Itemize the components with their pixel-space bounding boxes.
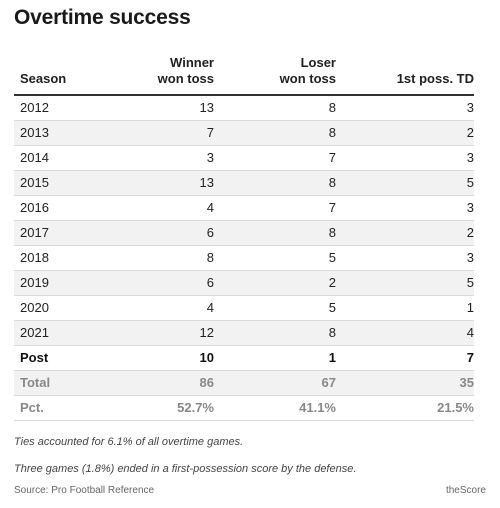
overtime-table: Season Winner won toss Loser won toss 1s… bbox=[14, 54, 474, 421]
table-row: 2013 7 8 2 bbox=[14, 120, 474, 146]
winner-won-toss-cell: 52.7% bbox=[114, 395, 214, 421]
season-cell: 2013 bbox=[14, 120, 114, 146]
winner-won-toss-cell: 13 bbox=[114, 170, 214, 196]
header-loser-line-2: won toss bbox=[279, 71, 336, 86]
season-cell: 2015 bbox=[14, 170, 114, 196]
season-cell: 2021 bbox=[14, 320, 114, 346]
table-row: 2015 13 8 5 bbox=[14, 170, 474, 196]
winner-won-toss-cell: 3 bbox=[114, 145, 214, 171]
loser-won-toss-cell: 5 bbox=[214, 245, 336, 271]
first-poss-td-cell: 21.5% bbox=[336, 395, 474, 421]
season-cell: Total bbox=[14, 370, 114, 396]
first-poss-td-cell: 5 bbox=[336, 170, 474, 196]
header-winner-won-toss: Winner won toss bbox=[114, 54, 214, 96]
winner-won-toss-cell: 4 bbox=[114, 295, 214, 321]
loser-won-toss-cell: 7 bbox=[214, 195, 336, 221]
chart-title: Overtime success bbox=[14, 6, 191, 29]
source-credit: Source: Pro Football Reference bbox=[14, 485, 155, 496]
first-poss-td-cell: 3 bbox=[336, 195, 474, 221]
header-winner-line-1: Winner bbox=[170, 55, 214, 70]
table-row: 2014 3 7 3 bbox=[14, 145, 474, 171]
footnote-ties: Ties accounted for 6.1% of all overtime … bbox=[14, 436, 244, 448]
first-poss-td-cell: 2 bbox=[336, 120, 474, 146]
season-cell: 2019 bbox=[14, 270, 114, 296]
table-row: Total 86 67 35 bbox=[14, 370, 474, 396]
header-season: Season bbox=[14, 54, 114, 96]
winner-won-toss-cell: 6 bbox=[114, 270, 214, 296]
table-row: Pct. 52.7% 41.1% 21.5% bbox=[14, 395, 474, 421]
winner-won-toss-cell: 8 bbox=[114, 245, 214, 271]
table-body: 2012 13 8 3 2013 7 8 2 2014 3 7 3 2015 13 8 5 2016 4 7 3 201… bbox=[14, 95, 474, 421]
loser-won-toss-cell: 1 bbox=[214, 345, 336, 371]
first-poss-td-cell: 1 bbox=[336, 295, 474, 321]
winner-won-toss-cell: 12 bbox=[114, 320, 214, 346]
first-poss-td-cell: 3 bbox=[336, 95, 474, 121]
header-row: Season Winner won toss Loser won toss 1s… bbox=[14, 54, 474, 96]
loser-won-toss-cell: 8 bbox=[214, 95, 336, 121]
first-poss-td-cell: 5 bbox=[336, 270, 474, 296]
season-cell: 2018 bbox=[14, 245, 114, 271]
header-first-possession-td: 1st poss. TD bbox=[336, 54, 474, 96]
winner-won-toss-cell: 86 bbox=[114, 370, 214, 396]
table-row: 2018 8 5 3 bbox=[14, 245, 474, 271]
table-row: 2019 6 2 5 bbox=[14, 270, 474, 296]
header-first-poss-line: 1st poss. TD bbox=[396, 71, 474, 86]
loser-won-toss-cell: 2 bbox=[214, 270, 336, 296]
table-row: 2016 4 7 3 bbox=[14, 195, 474, 221]
header-winner-line-2: won toss bbox=[157, 71, 214, 86]
first-poss-td-cell: 35 bbox=[336, 370, 474, 396]
first-poss-td-cell: 3 bbox=[336, 245, 474, 271]
season-cell: Post bbox=[14, 345, 114, 371]
winner-won-toss-cell: 6 bbox=[114, 220, 214, 246]
season-cell: Pct. bbox=[14, 395, 114, 421]
table-row: 2012 13 8 3 bbox=[14, 95, 474, 121]
table-row: 2017 6 8 2 bbox=[14, 220, 474, 246]
winner-won-toss-cell: 13 bbox=[114, 95, 214, 121]
header-loser-won-toss: Loser won toss bbox=[214, 54, 336, 96]
loser-won-toss-cell: 8 bbox=[214, 170, 336, 196]
season-cell: 2016 bbox=[14, 195, 114, 221]
header-loser-line-1: Loser bbox=[300, 55, 336, 70]
first-poss-td-cell: 4 bbox=[336, 320, 474, 346]
loser-won-toss-cell: 8 bbox=[214, 120, 336, 146]
table-row: 2021 12 8 4 bbox=[14, 320, 474, 346]
season-cell: 2017 bbox=[14, 220, 114, 246]
winner-won-toss-cell: 4 bbox=[114, 195, 214, 221]
winner-won-toss-cell: 7 bbox=[114, 120, 214, 146]
footer: Source: Pro Football Reference theScore bbox=[14, 485, 486, 496]
table-row: Post 10 1 7 bbox=[14, 345, 474, 371]
first-poss-td-cell: 3 bbox=[336, 145, 474, 171]
table-row: 2020 4 5 1 bbox=[14, 295, 474, 321]
header-season-line: Season bbox=[20, 71, 67, 86]
first-poss-td-cell: 7 bbox=[336, 345, 474, 371]
brand-logo-text: theScore bbox=[445, 485, 486, 496]
loser-won-toss-cell: 67 bbox=[214, 370, 336, 396]
loser-won-toss-cell: 41.1% bbox=[214, 395, 336, 421]
loser-won-toss-cell: 8 bbox=[214, 220, 336, 246]
season-cell: 2020 bbox=[14, 295, 114, 321]
first-poss-td-cell: 2 bbox=[336, 220, 474, 246]
loser-won-toss-cell: 8 bbox=[214, 320, 336, 346]
season-cell: 2012 bbox=[14, 95, 114, 121]
loser-won-toss-cell: 5 bbox=[214, 295, 336, 321]
season-cell: 2014 bbox=[14, 145, 114, 171]
winner-won-toss-cell: 10 bbox=[114, 345, 214, 371]
footnote-defense-score: Three games (1.8%) ended in a first-poss… bbox=[14, 463, 357, 475]
loser-won-toss-cell: 7 bbox=[214, 145, 336, 171]
